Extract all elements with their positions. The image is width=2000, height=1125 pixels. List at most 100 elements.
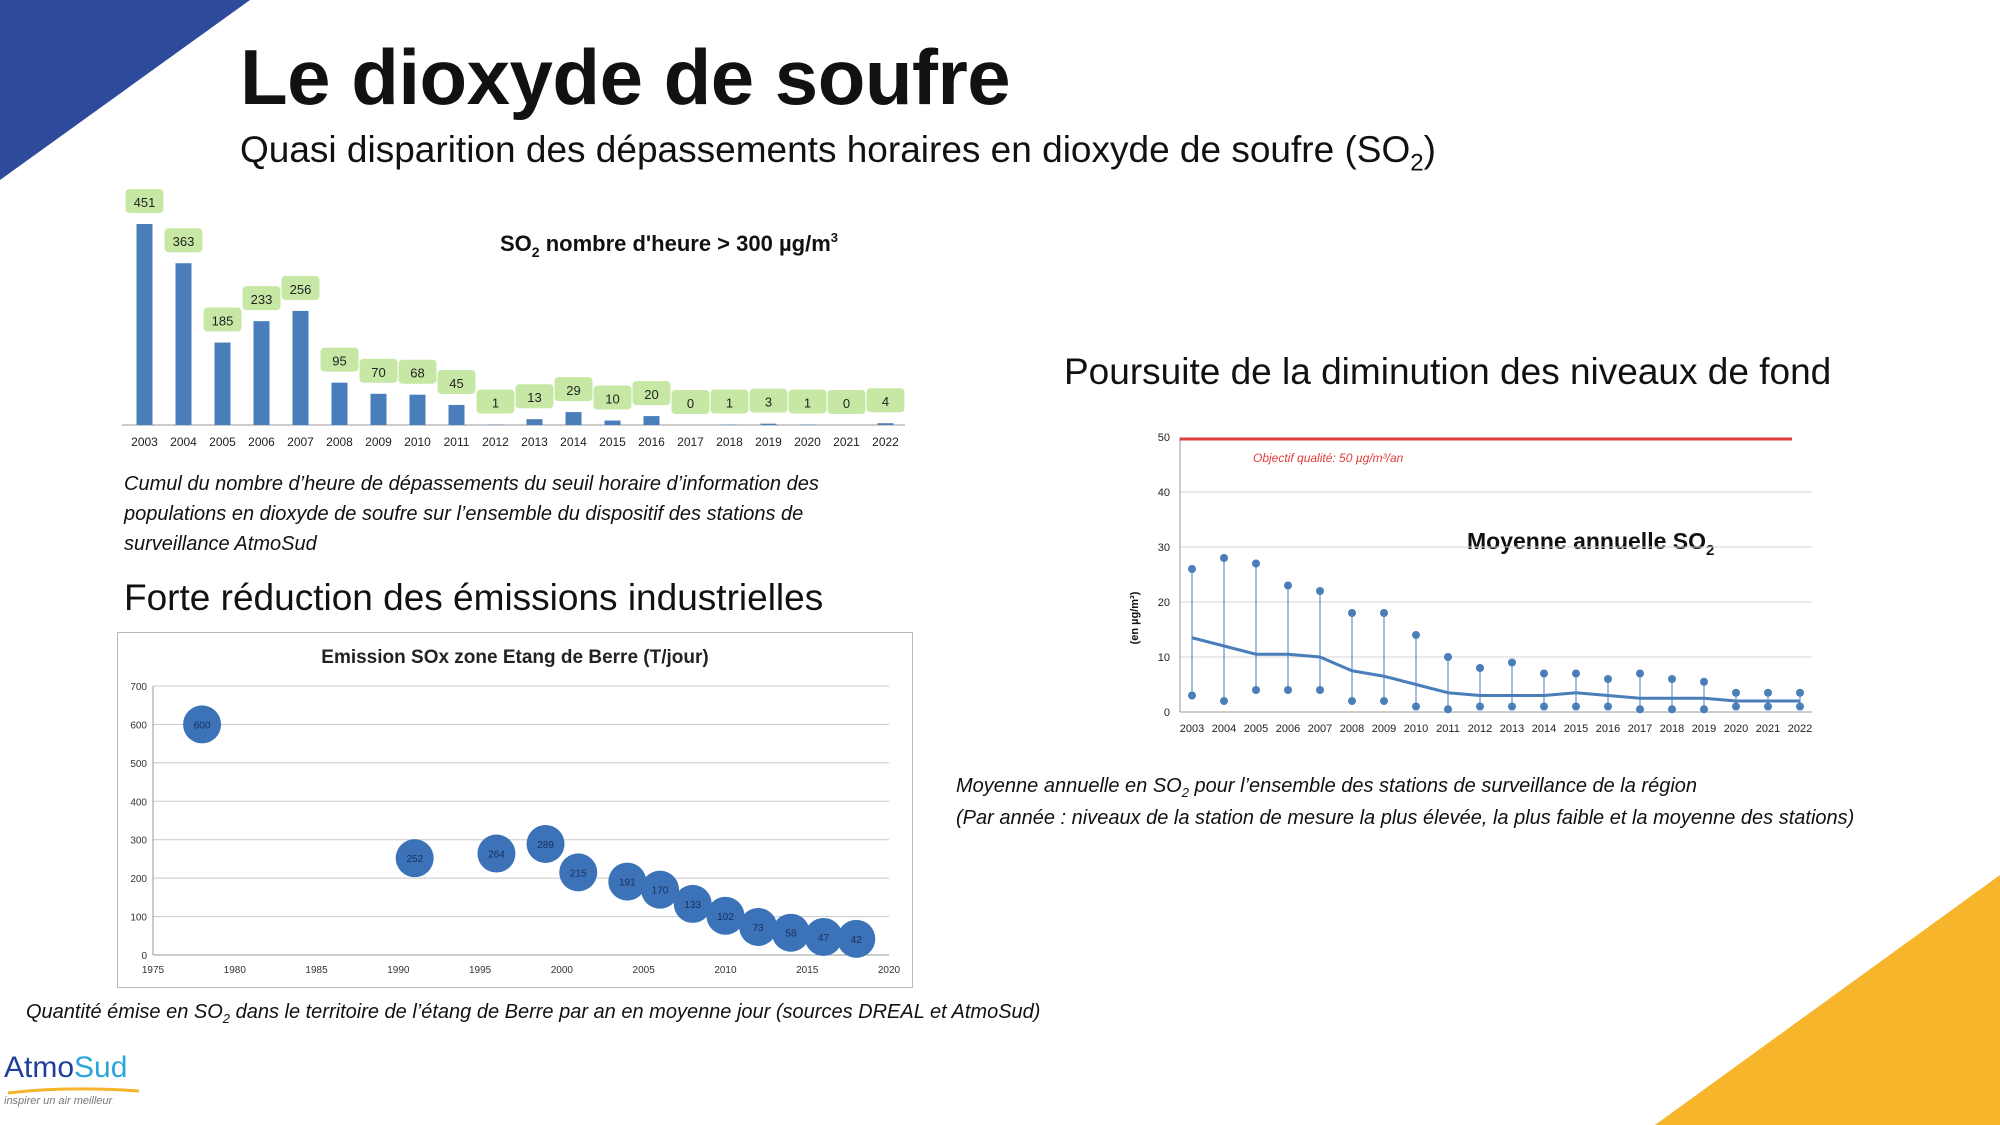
bubble-xtick-label: 1985 bbox=[305, 965, 328, 976]
min-point bbox=[1188, 691, 1196, 700]
min-point bbox=[1380, 697, 1388, 705]
logo-tagline: inspirer un air meilleur bbox=[4, 1095, 113, 1107]
bar-year-label: 2013 bbox=[521, 435, 548, 449]
bar-year-label: 2022 bbox=[872, 435, 899, 449]
line-xtick-label: 2006 bbox=[1276, 723, 1300, 735]
hours-caption-line-2: populations en dioxyde de soufre sur l’e… bbox=[124, 503, 804, 525]
min-point bbox=[1476, 702, 1484, 711]
bar-value-label: 1 bbox=[804, 396, 811, 411]
bar-value-label: 1 bbox=[726, 396, 733, 411]
min-point bbox=[1700, 705, 1708, 714]
line-xtick-label: 2011 bbox=[1436, 723, 1460, 735]
bubble-xtick-label: 1990 bbox=[387, 965, 410, 976]
emission-bubble bbox=[641, 870, 680, 909]
line-xtick-label: 2007 bbox=[1308, 723, 1332, 735]
bar bbox=[214, 342, 231, 425]
min-point bbox=[1636, 705, 1644, 714]
line-xtick-label: 2014 bbox=[1532, 723, 1556, 735]
bar-value-label: 451 bbox=[134, 195, 156, 210]
bubble-value-label: 289 bbox=[537, 840, 554, 851]
bar-value-label: 0 bbox=[843, 396, 850, 411]
line-xtick-label: 2005 bbox=[1244, 723, 1268, 735]
bar-label-box bbox=[476, 389, 515, 414]
min-point bbox=[1316, 686, 1324, 694]
emission-bubble bbox=[804, 917, 843, 956]
bar-year-label: 2020 bbox=[794, 435, 821, 449]
max-point bbox=[1636, 669, 1644, 678]
bar-label-box bbox=[632, 381, 671, 406]
bubble-value-label: 58 bbox=[785, 929, 797, 940]
bubble-ytick-label: 100 bbox=[130, 913, 147, 924]
bar bbox=[760, 423, 777, 425]
hours-exceedance-bar-chart: SO2 nombre d'heure > 300 µg/m3 451200336… bbox=[122, 189, 905, 449]
line-ytick-label: 30 bbox=[1158, 542, 1170, 554]
bubble-ytick-label: 400 bbox=[130, 797, 147, 808]
bar-label-box bbox=[593, 385, 632, 410]
bar-label-box bbox=[710, 389, 749, 414]
logo-wordmark: AtmoSud bbox=[4, 1053, 127, 1083]
emission-bubble bbox=[739, 907, 778, 946]
max-point bbox=[1252, 559, 1260, 568]
annual-caption-sub: 2 bbox=[1181, 785, 1189, 800]
max-point bbox=[1284, 581, 1292, 590]
min-point bbox=[1348, 697, 1356, 705]
bubble-value-label: 170 bbox=[652, 886, 669, 897]
bar-label-box bbox=[671, 390, 710, 414]
emission-bubble bbox=[837, 919, 876, 958]
line-ytick-label: 50 bbox=[1158, 432, 1170, 444]
max-point bbox=[1764, 688, 1772, 697]
min-point bbox=[1764, 702, 1772, 711]
bar-year-label: 2003 bbox=[131, 435, 158, 449]
bar-value-label: 363 bbox=[173, 234, 195, 249]
min-point bbox=[1444, 705, 1452, 714]
bar bbox=[370, 393, 387, 425]
bar-value-label: 0 bbox=[687, 396, 694, 411]
bar-label-box bbox=[281, 275, 320, 300]
bubble-ytick-label: 200 bbox=[130, 874, 147, 885]
bubble-xtick-label: 2010 bbox=[714, 965, 737, 976]
bubble-value-label: 47 bbox=[818, 933, 830, 944]
max-point bbox=[1700, 677, 1708, 686]
hours-caption-line-1: Cumul du nombre d’heure de dépassements … bbox=[124, 473, 819, 495]
min-point bbox=[1572, 702, 1580, 711]
bar-value-label: 68 bbox=[410, 366, 424, 381]
line-ytick-label: 0 bbox=[1164, 707, 1170, 719]
bar bbox=[448, 404, 465, 425]
bubble-xtick-label: 1995 bbox=[469, 965, 492, 976]
bubble-ytick-label: 600 bbox=[130, 720, 147, 731]
bar-year-label: 2010 bbox=[404, 435, 431, 449]
bubble-value-label: 102 bbox=[717, 912, 734, 923]
bar-label-box bbox=[788, 389, 827, 414]
bar-label-box bbox=[242, 286, 281, 311]
bar-value-label: 3 bbox=[765, 395, 772, 410]
emission-bubble bbox=[526, 824, 565, 863]
annual-caption-line-2: (Par année : niveaux de la station de me… bbox=[956, 806, 1855, 829]
logo-swoosh-icon bbox=[7, 1087, 140, 1095]
line-title-main: Moyenne annuelle SO bbox=[1467, 528, 1706, 554]
bar bbox=[604, 420, 621, 425]
bubble-ytick-label: 700 bbox=[130, 682, 147, 693]
bubble-xtick-label: 2005 bbox=[633, 965, 656, 976]
max-point bbox=[1444, 653, 1452, 661]
bar-label-box bbox=[164, 228, 203, 253]
emission-bubble bbox=[608, 862, 647, 901]
emission-bubble bbox=[706, 896, 745, 935]
bar-label-box bbox=[827, 390, 866, 414]
hours-caption: Cumul du nombre d’heure de dépassements … bbox=[124, 469, 944, 559]
bar-year-label: 2012 bbox=[482, 435, 509, 449]
emission-bubble bbox=[395, 839, 434, 878]
bubble-chart-title: Emission SOx zone Etang de Berre (T/jour… bbox=[321, 647, 708, 668]
max-point bbox=[1732, 688, 1740, 697]
max-point bbox=[1508, 658, 1516, 667]
min-point bbox=[1796, 702, 1804, 711]
bar-label-box bbox=[398, 359, 437, 384]
bar bbox=[175, 263, 192, 425]
objective-label: Objectif qualité: 50 µg/m³/an bbox=[1253, 451, 1404, 465]
line-xtick-label: 2012 bbox=[1468, 723, 1492, 735]
mean-series-line bbox=[1191, 636, 1800, 703]
bar-value-label: 10 bbox=[605, 392, 619, 407]
bar-label-box bbox=[437, 369, 476, 394]
bar bbox=[526, 419, 543, 425]
bubble-value-label: 191 bbox=[619, 878, 636, 889]
line-chart-ylabel: (en µg/m³) bbox=[1129, 591, 1141, 644]
